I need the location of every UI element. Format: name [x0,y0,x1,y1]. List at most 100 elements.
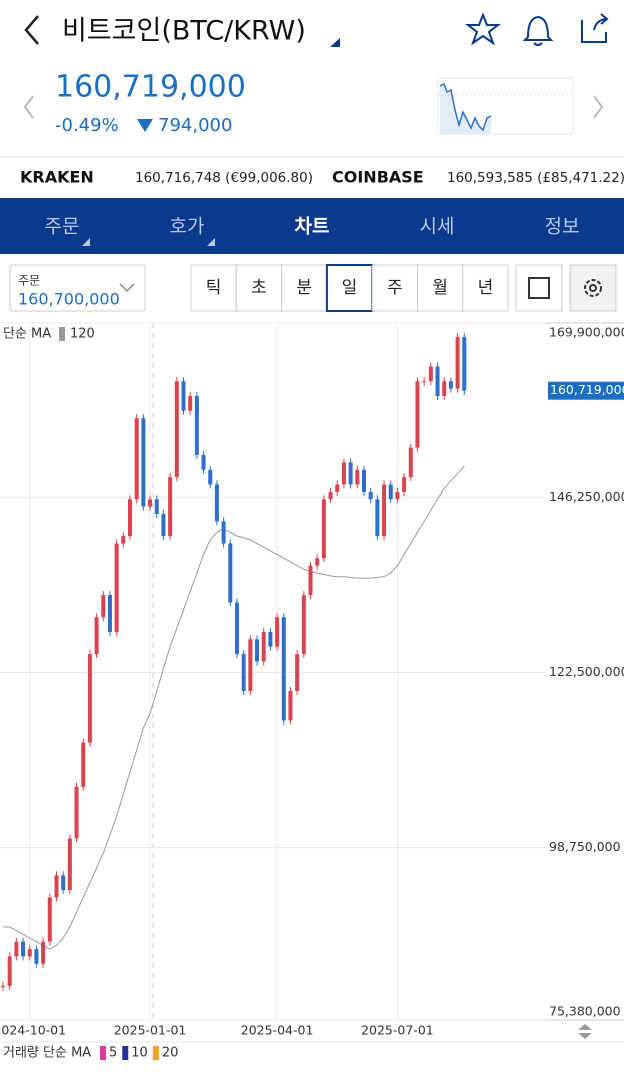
tab[interactable]: 차트 [295,216,330,238]
candle [107,595,112,632]
volume-legend-period: 5 [109,1046,117,1061]
prev-button[interactable] [23,95,34,119]
candle [375,499,380,537]
candle [301,595,306,655]
candle [148,499,153,507]
volume-legend-swatch [122,1046,129,1060]
period-label: 년 [478,278,494,298]
y-tick-label: 75,380,000 [549,1004,621,1019]
candle [335,484,340,492]
candle [341,462,346,485]
tab-dropdown [82,238,90,246]
candle [47,897,52,942]
period-label: 틱 [206,278,222,298]
tab[interactable]: 호가 [170,216,205,238]
next-button[interactable] [593,95,604,119]
candle [14,941,19,957]
candle [188,396,193,411]
candle [181,381,186,411]
candle [34,949,39,964]
sparkline [439,82,492,132]
candle [67,838,72,891]
candle [168,477,173,537]
candle [382,484,387,537]
candle [361,469,366,492]
candle [141,418,146,507]
tab-dropdown [207,238,215,246]
back-button[interactable] [24,15,39,45]
ma-legend: 단순 MA [3,327,51,342]
period-label: 일 [342,278,358,298]
candle [315,558,320,566]
candle [241,654,246,691]
period-label: 주 [387,278,403,298]
change-rate: -0.49% [55,115,119,136]
candle [348,462,353,485]
exchange-name: KRAKEN [20,168,94,187]
candle [462,337,467,391]
order-value: 160,700,000 [18,290,120,309]
candle [7,956,12,986]
volume-legend-swatch [100,1046,106,1060]
candle [54,875,59,898]
favorite-button[interactable] [465,12,501,46]
settings-icon [589,284,597,292]
period-label: 월 [432,278,448,298]
x-tick-label: 2025-04-01 [241,1023,314,1038]
candle [174,381,179,478]
down-arrow [137,119,153,132]
exchange-value: 160,593,585 (£85,471.22) [447,170,624,186]
candle [428,366,433,382]
period-button[interactable] [462,264,509,312]
candle [275,617,280,647]
exchange-name: COINBASE [332,168,424,187]
candle [134,418,139,500]
candle [228,543,233,603]
title: 비트코인(BTC/KRW) [62,16,306,47]
y-tick-label: 146,250,000 [549,489,624,504]
tab[interactable]: 정보 [545,216,580,238]
tab[interactable]: 주문 [45,216,80,238]
candle [101,595,106,618]
exchange-value: 160,716,748 (€99,006.80) [135,170,313,186]
candle [94,617,99,655]
period-button[interactable] [371,264,419,312]
order-box[interactable] [9,264,146,312]
tab[interactable]: 시세 [420,216,455,238]
candle [234,602,239,655]
candle [321,499,326,559]
candle [255,639,260,662]
last-price-box [548,381,624,400]
candle [355,469,360,485]
y-tick-label: 169,900,000 [549,325,624,340]
candle [442,381,447,397]
ma-line [3,465,465,950]
share-button[interactable] [581,13,609,43]
candle [87,654,92,743]
alarm-button[interactable] [522,15,554,46]
sparkline-box [437,77,574,135]
candle [308,565,313,596]
period-button[interactable] [281,264,328,312]
candle [268,631,273,647]
y-tick-label: 98,750,000 [549,839,621,854]
change: 794,000 [158,115,232,136]
candle [281,617,286,721]
period-button[interactable] [190,264,237,312]
draw-button[interactable] [515,264,563,312]
candle [221,521,226,544]
candle [448,381,453,389]
candle [261,631,266,662]
resize-handle[interactable] [578,1024,592,1039]
candle [74,786,79,839]
settings-button[interactable] [569,264,617,312]
volume-legend-period: 10 [131,1046,148,1061]
sparkline-area [440,84,491,134]
candle [295,654,300,691]
y-tick-label: 122,500,000 [549,664,624,679]
title-dropdown[interactable] [330,38,340,47]
tab-bar [0,198,624,254]
order-chevron [119,283,135,293]
candle [114,543,119,632]
settings-icon [584,279,602,297]
